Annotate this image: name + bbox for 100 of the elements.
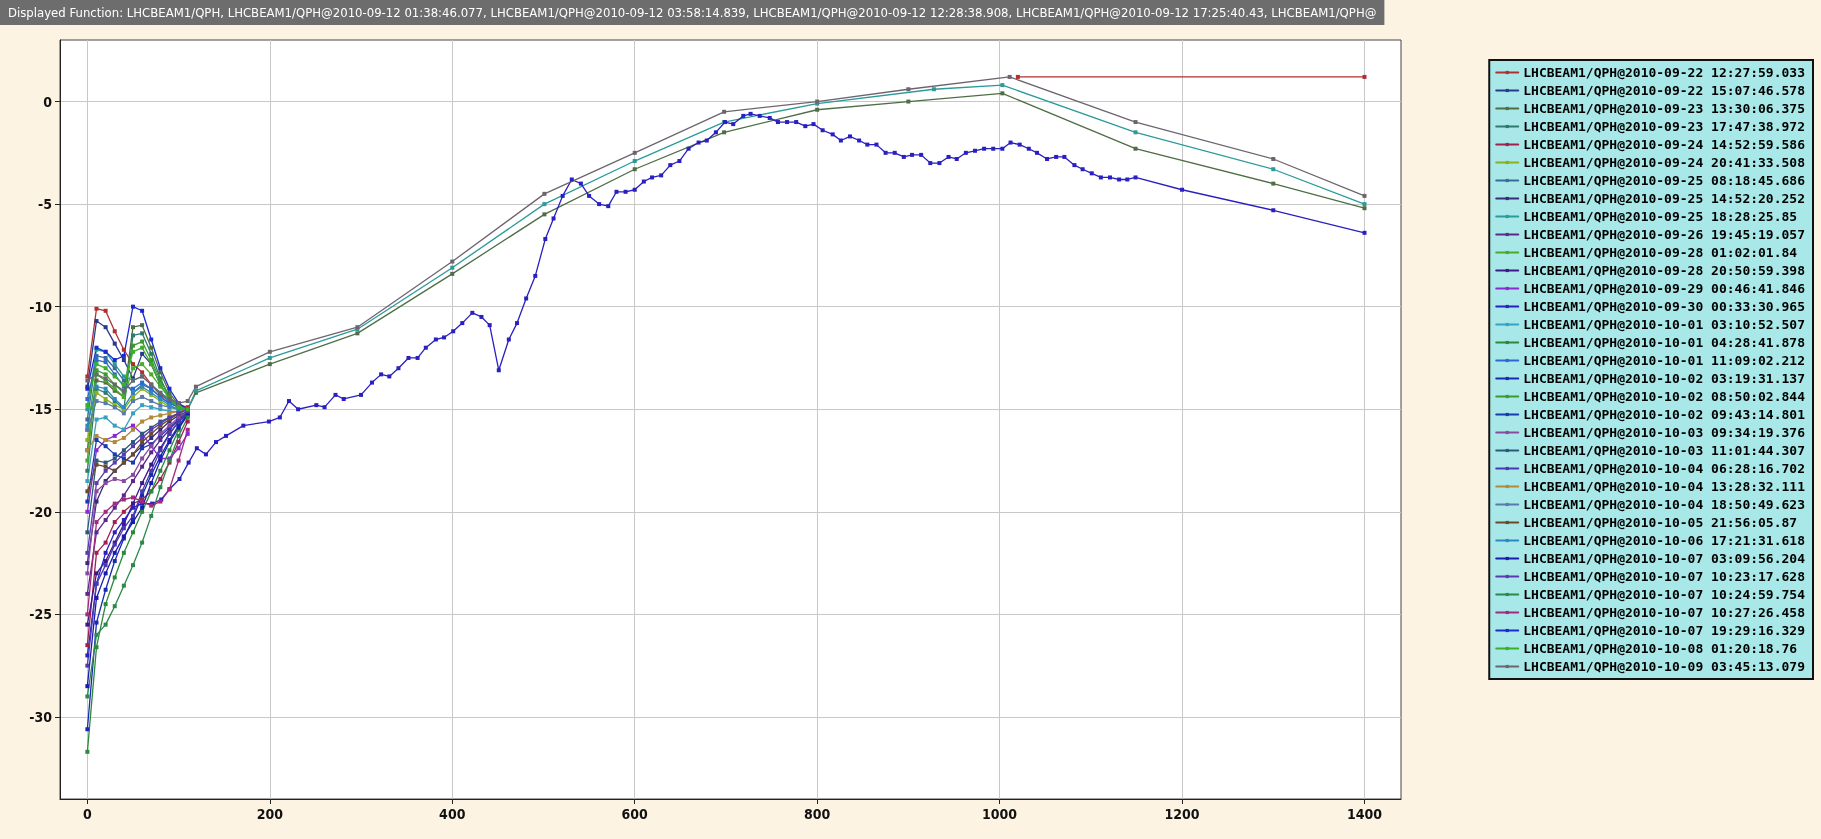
point [1000, 83, 1005, 88]
point [121, 452, 126, 457]
point [130, 520, 135, 525]
x-tick-label: 800 [804, 806, 831, 822]
point [85, 489, 90, 494]
y-tick-label: -15 [29, 401, 52, 418]
point [112, 604, 117, 609]
point [103, 571, 108, 576]
point [140, 456, 145, 461]
point [94, 378, 99, 383]
point [185, 419, 190, 424]
point [94, 520, 99, 525]
point [158, 476, 163, 481]
point [94, 645, 99, 650]
point [103, 622, 108, 627]
point [130, 563, 135, 568]
point [94, 620, 99, 625]
point [149, 468, 154, 473]
point [267, 355, 272, 360]
point [85, 423, 90, 428]
legend-label: LHCBEAM1/QPH@2010-10-04 13:28:32.111 [1523, 479, 1806, 494]
point [85, 749, 90, 754]
point [121, 583, 126, 588]
point [85, 458, 90, 463]
point [85, 407, 90, 412]
point [176, 458, 181, 463]
point [112, 440, 117, 445]
point [94, 353, 99, 358]
point [158, 427, 163, 432]
point [140, 331, 145, 336]
point [149, 372, 154, 377]
point [158, 407, 163, 412]
point [85, 591, 90, 596]
point [112, 452, 117, 457]
point [1362, 202, 1367, 207]
point [112, 433, 117, 438]
point [94, 319, 99, 324]
point [103, 396, 108, 401]
point [149, 435, 154, 440]
point [1133, 146, 1138, 151]
point [85, 643, 90, 648]
point [1271, 181, 1276, 186]
point [103, 540, 108, 545]
point [103, 460, 108, 465]
point [94, 433, 99, 438]
point [450, 259, 455, 264]
point [267, 362, 272, 367]
point [112, 329, 117, 334]
point [450, 271, 455, 276]
point [94, 462, 99, 467]
point [121, 509, 126, 514]
legend-label: LHCBEAM1/QPH@2010-09-25 08:18:45.686 [1523, 173, 1806, 188]
legend-label: LHCBEAM1/QPH@2010-10-07 19:29:16.329 [1523, 623, 1806, 638]
y-tick-label: -20 [29, 503, 53, 520]
point [632, 150, 637, 155]
point [149, 415, 154, 420]
point [1271, 167, 1276, 172]
point [85, 571, 90, 576]
y-tick-label: 0 [43, 93, 53, 110]
point [94, 448, 99, 453]
point [130, 479, 135, 484]
point [103, 415, 108, 420]
point [130, 472, 135, 477]
point [130, 530, 135, 535]
legend-label: LHCBEAM1/QPH@2010-10-07 10:24:59.754 [1523, 587, 1806, 602]
point [112, 550, 117, 555]
point [85, 479, 90, 484]
point [130, 427, 135, 432]
point [112, 341, 117, 346]
point [103, 464, 108, 469]
point [121, 526, 126, 531]
point [1362, 206, 1367, 211]
point [130, 394, 135, 399]
legend-label: LHCBEAM1/QPH@2010-09-28 01:02:01.84 [1523, 245, 1798, 260]
point [85, 622, 90, 627]
point [121, 353, 126, 358]
point [121, 448, 126, 453]
point [121, 550, 126, 555]
point [121, 497, 126, 502]
point [103, 325, 108, 330]
point [85, 612, 90, 617]
point [176, 440, 181, 445]
point [815, 107, 820, 112]
point [140, 505, 145, 510]
legend-label: LHCBEAM1/QPH@2010-10-08 01:20:18.76 [1523, 641, 1798, 656]
point [94, 571, 99, 576]
point [130, 444, 135, 449]
point [103, 444, 108, 449]
point [112, 575, 117, 580]
point [112, 366, 117, 371]
point [158, 468, 163, 473]
point [149, 358, 154, 363]
legend-label: LHCBEAM1/QPH@2010-10-02 08:50:02.844 [1523, 389, 1806, 404]
legend-label: LHCBEAM1/QPH@2010-10-04 18:50:49.623 [1523, 497, 1806, 512]
point [85, 396, 90, 401]
point [140, 403, 145, 408]
point [140, 509, 145, 514]
point [94, 530, 99, 535]
legend-label: LHCBEAM1/QPH@2010-09-23 13:30:06.375 [1523, 101, 1806, 116]
point [185, 399, 190, 404]
